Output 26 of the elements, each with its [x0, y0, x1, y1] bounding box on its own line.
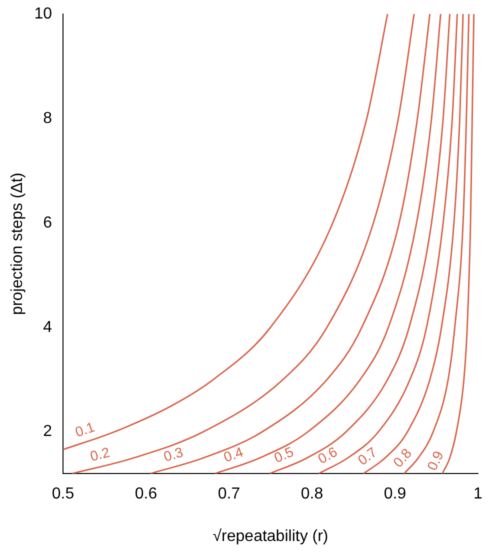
text: 0.9 [424, 448, 447, 473]
text: 0.1 [72, 418, 97, 440]
x-tick-label: 0.8 [300, 486, 324, 503]
text: 0.6 [315, 443, 340, 467]
text: 0.7 [354, 444, 380, 468]
x-tick-label: 0.6 [134, 486, 158, 503]
line-series [214, 14, 442, 474]
x-axis-title: √repeatability (r) [212, 528, 328, 545]
text: 0.5 [272, 443, 296, 466]
y-tick-label: 2 [43, 423, 52, 440]
line-series [442, 14, 475, 474]
text: 0.8 [390, 444, 415, 470]
text: 0.2 [88, 444, 112, 464]
y-axis-title: projection steps (Δt) [9, 172, 26, 315]
x-tick-label: 1 [474, 486, 483, 503]
text: 0.3 [162, 444, 186, 465]
x-tick-label: 0.7 [218, 486, 240, 503]
text: 0.4 [221, 443, 246, 466]
y-tick-label: 4 [43, 318, 52, 336]
y-tick-label: 10 [34, 5, 52, 22]
line-series [268, 14, 451, 474]
y-tick-label: 6 [43, 214, 52, 232]
line-series [318, 14, 458, 474]
x-tick-label: 0.9 [384, 486, 406, 503]
x-tick-label: 0.5 [52, 486, 74, 503]
y-tick-label: 8 [43, 110, 52, 127]
